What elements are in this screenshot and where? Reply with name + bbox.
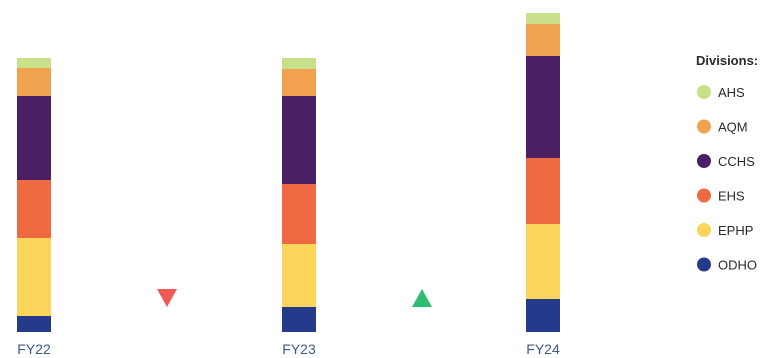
bar-fy24-cchs	[526, 56, 560, 158]
legend-swatch-aqm	[697, 119, 711, 134]
bar-fy23-cchs	[282, 96, 316, 184]
legend-swatch-ephp	[697, 223, 711, 237]
bar-fy23-ahs	[282, 58, 316, 69]
down-arrow-icon	[157, 289, 177, 307]
legend-swatch-ahs	[697, 85, 711, 99]
x-tick-label: FY24	[526, 341, 560, 357]
x-tick-label: FY22	[17, 341, 51, 357]
legend: Divisions: AHS AQM CCHS EHS EPHP ODHO	[696, 53, 758, 273]
bar-fy24-odho	[526, 299, 560, 332]
legend-label-ephp: EPHP	[718, 223, 753, 238]
x-tick-label: FY23	[282, 341, 316, 357]
bar-fy24-ehs	[526, 158, 560, 224]
bar-fy23-ehs	[282, 184, 316, 244]
bar-fy22-ephp	[17, 238, 51, 316]
legend-swatch-cchs	[697, 154, 711, 168]
legend-label-cchs: CCHS	[718, 154, 755, 169]
x-axis-ticks: FY22 FY23 FY24	[17, 341, 560, 357]
legend-label-aqm: AQM	[718, 120, 748, 135]
bar-fy24-ephp	[526, 224, 560, 299]
bars-group	[17, 13, 560, 332]
legend-label-ahs: AHS	[718, 85, 745, 100]
bar-fy22-aqm	[17, 68, 51, 96]
legend-swatch-odho	[697, 257, 711, 272]
legend-label-ehs: EHS	[718, 189, 745, 204]
bar-fy22-odho	[17, 316, 51, 332]
bar-fy23-ephp	[282, 244, 316, 307]
bar-fy23-odho	[282, 307, 316, 332]
up-arrow-icon	[412, 289, 432, 307]
change-markers-group	[157, 289, 432, 307]
legend-label-odho: ODHO	[718, 258, 757, 273]
bar-fy22-cchs	[17, 96, 51, 180]
bar-fy23-aqm	[282, 69, 316, 96]
bar-fy22-ahs	[17, 58, 51, 68]
bar-fy24-ahs	[526, 13, 560, 24]
bar-fy22-ehs	[17, 180, 51, 238]
legend-swatch-ehs	[697, 188, 711, 203]
legend-title: Divisions:	[696, 53, 758, 68]
bar-fy24-aqm	[526, 24, 560, 56]
